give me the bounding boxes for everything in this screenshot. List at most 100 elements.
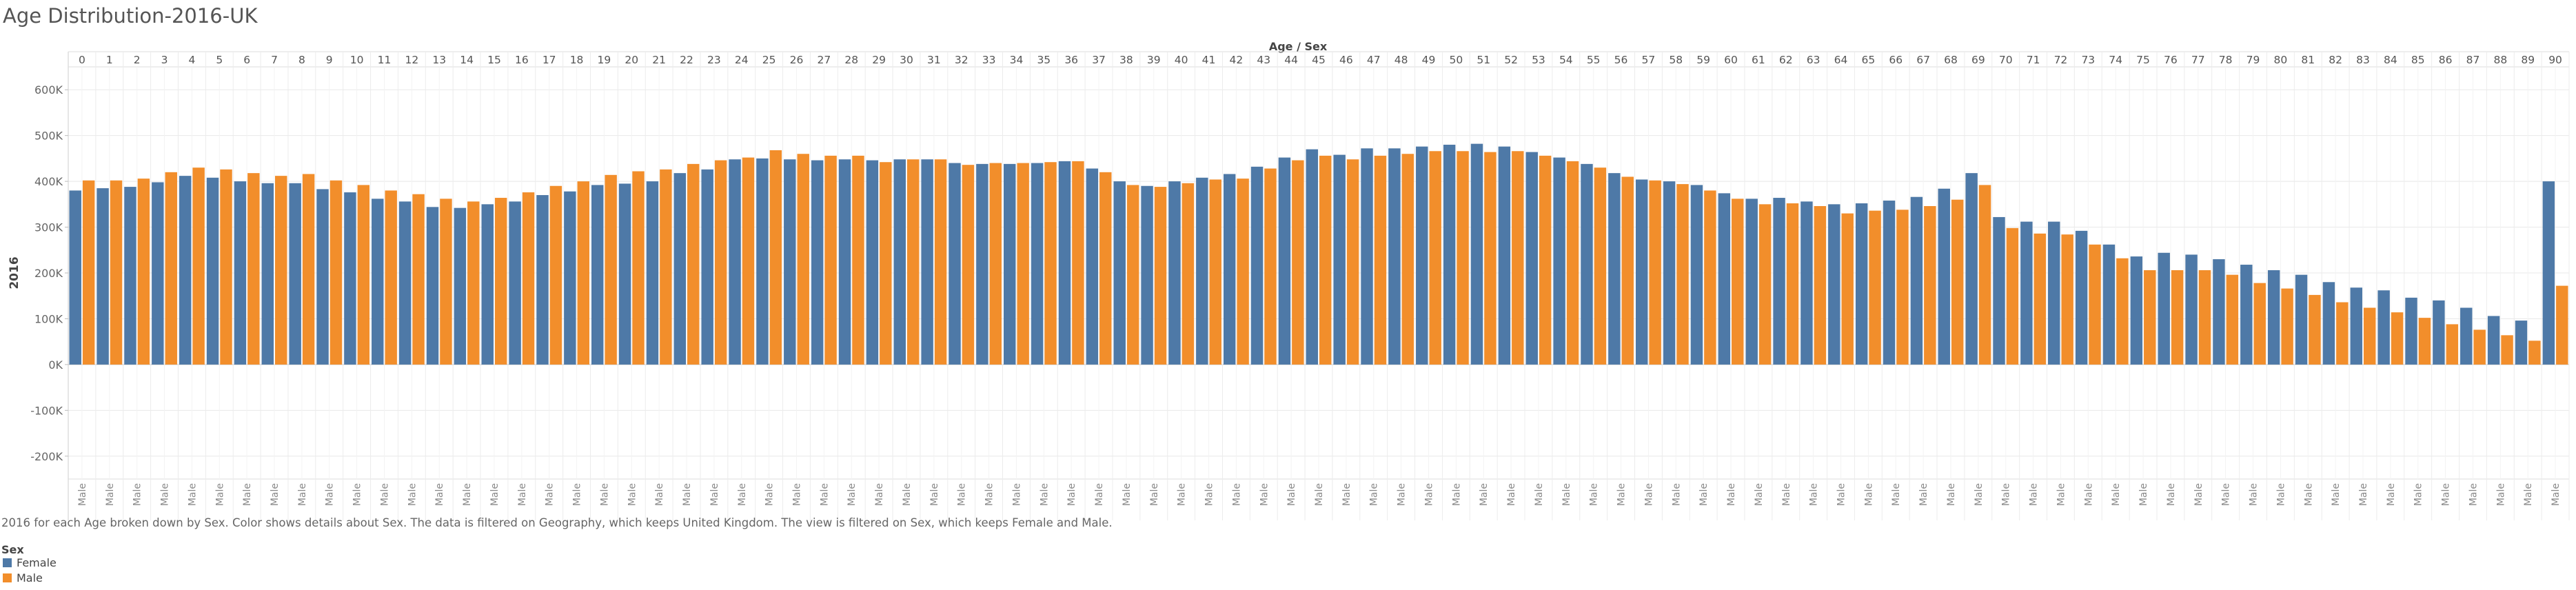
bar-female-age-67	[1910, 196, 1923, 365]
bar-female-age-52	[1498, 146, 1511, 365]
category-label: 65	[1861, 54, 1875, 66]
bottom-sex-label: Male	[379, 483, 390, 506]
bar-female-age-89	[2515, 321, 2528, 365]
category-label: 45	[1312, 54, 1326, 66]
bar-female-age-80	[2267, 270, 2280, 365]
bar-male-age-37	[1099, 172, 1112, 365]
bar-female-age-22	[673, 173, 687, 365]
bar-female-age-38	[1113, 181, 1126, 365]
bar-female-age-53	[1525, 152, 1538, 365]
bar-female-age-55	[1581, 163, 1593, 365]
bottom-sex-label: Male	[2083, 483, 2094, 506]
category-label: 66	[1889, 54, 1903, 66]
bar-male-age-29	[880, 162, 892, 365]
category-label: 12	[405, 54, 418, 66]
category-label: 20	[625, 54, 638, 66]
bottom-sex-label: Male	[1534, 483, 1545, 506]
bottom-sex-label: Male	[2249, 483, 2260, 506]
category-label: 70	[1999, 54, 2013, 66]
bottom-sex-label: Male	[1397, 483, 1408, 506]
bar-male-age-24	[742, 157, 755, 365]
bar-male-age-8	[302, 174, 315, 365]
bar-female-age-76	[2158, 252, 2170, 365]
bar-male-age-7	[275, 176, 287, 365]
bar-male-age-53	[1539, 155, 1552, 365]
bottom-sex-label: Male	[1231, 483, 1242, 506]
bottom-sex-label: Male	[957, 483, 968, 506]
legend-label-female: Female	[17, 556, 57, 569]
bar-male-age-47	[1374, 155, 1387, 365]
bar-female-age-1	[97, 188, 109, 365]
bar-male-age-64	[1841, 213, 1854, 365]
bottom-sex-label: Male	[1479, 483, 1490, 506]
bar-female-age-72	[2048, 221, 2060, 365]
bar-male-age-28	[852, 155, 864, 365]
bar-male-age-16	[522, 192, 535, 365]
bar-female-age-68	[1938, 188, 1950, 365]
bottom-sex-label: Male	[1149, 483, 1160, 506]
bottom-sex-label: Male	[2111, 483, 2122, 506]
bar-male-age-55	[1594, 167, 1607, 365]
category-label: 7	[271, 54, 278, 66]
legend-item-male[interactable]: Male	[3, 571, 43, 584]
bar-female-age-87	[2460, 307, 2473, 365]
bar-male-age-78	[2226, 274, 2239, 365]
bar-male-age-21	[660, 169, 672, 365]
category-label: 28	[844, 54, 858, 66]
category-label: 34	[1010, 54, 1024, 66]
category-label: 21	[652, 54, 666, 66]
category-label: 10	[350, 54, 364, 66]
bar-female-age-57	[1635, 179, 1648, 365]
bar-male-age-71	[2034, 233, 2047, 365]
legend-item-female[interactable]: Female	[3, 556, 57, 569]
bar-male-age-86	[2446, 324, 2459, 365]
bottom-sex-label: Male	[1314, 483, 1325, 506]
category-label: 32	[955, 54, 968, 66]
bottom-sex-label: Male	[2441, 483, 2452, 506]
bar-male-age-51	[1484, 152, 1497, 365]
category-label: 33	[982, 54, 996, 66]
bottom-sex-label: Male	[1506, 483, 1517, 506]
category-label: 11	[378, 54, 392, 66]
bottom-sex-label: Male	[352, 483, 363, 506]
bar-female-age-36	[1058, 161, 1071, 365]
bar-female-age-30	[893, 159, 906, 365]
bar-male-age-39	[1154, 187, 1167, 365]
category-label: 36	[1064, 54, 1078, 66]
bar-female-age-43	[1250, 166, 1264, 365]
category-label: 50	[1449, 54, 1463, 66]
bar-male-age-49	[1429, 151, 1441, 365]
bottom-sex-label: Male	[1643, 483, 1654, 506]
bottom-sex-label: Male	[1863, 483, 1874, 506]
category-label: 74	[2109, 54, 2122, 66]
category-label: 60	[1724, 54, 1738, 66]
y-tick-label: -100K	[30, 404, 63, 417]
bar-male-age-54	[1566, 161, 1579, 365]
bar-male-age-31	[934, 159, 947, 365]
bar-male-age-22	[687, 163, 700, 365]
y-tick-label: -200K	[30, 450, 63, 463]
bottom-sex-label: Male	[132, 483, 143, 506]
category-label: 44	[1284, 54, 1298, 66]
bottom-sex-label: Male	[874, 483, 885, 506]
category-label: 14	[460, 54, 474, 66]
bottom-sex-label: Male	[1259, 483, 1270, 506]
bottom-sex-label: Male	[1781, 483, 1792, 506]
category-label: 68	[1944, 54, 1958, 66]
bottom-sex-label: Male	[517, 483, 528, 506]
category-label: 71	[2027, 54, 2040, 66]
bar-male-age-19	[605, 174, 617, 365]
category-label: 79	[2247, 54, 2260, 66]
bar-male-age-90	[2556, 285, 2568, 365]
bar-female-age-66	[1883, 201, 1896, 365]
bottom-sex-label: Male	[187, 483, 198, 506]
bottom-sex-label: Male	[2138, 483, 2149, 506]
bar-female-age-83	[2350, 287, 2362, 365]
category-label: 26	[790, 54, 804, 66]
bar-female-age-26	[784, 159, 796, 365]
category-label: 83	[2356, 54, 2370, 66]
bar-male-age-60	[1732, 199, 1744, 365]
bar-male-age-75	[2144, 270, 2156, 365]
bottom-sex-label: Male	[682, 483, 693, 506]
category-label: 24	[735, 54, 749, 66]
